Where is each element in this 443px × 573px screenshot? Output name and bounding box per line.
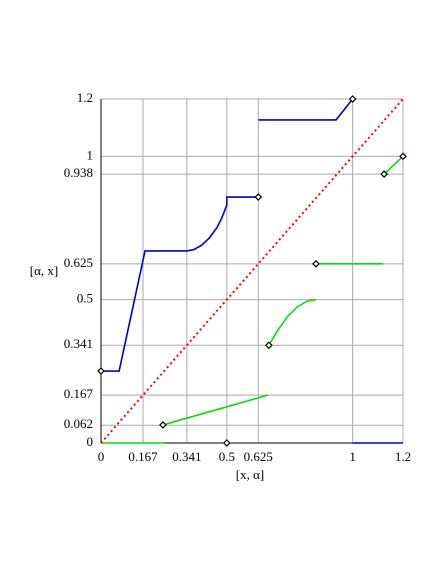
point-marker bbox=[254, 193, 263, 201]
x-tick-label: 0.167 bbox=[128, 449, 158, 464]
x-tick-label: 0.5 bbox=[219, 449, 235, 464]
y-tick-label: 0.625 bbox=[64, 255, 93, 270]
series-line bbox=[101, 98, 403, 444]
point-marker bbox=[380, 170, 388, 178]
point-marker bbox=[265, 341, 273, 350]
x-tick-label: 1.2 bbox=[395, 449, 411, 464]
point-marker bbox=[348, 95, 357, 103]
point-marker bbox=[222, 439, 231, 447]
point-marker bbox=[97, 367, 105, 375]
point-marker bbox=[399, 152, 407, 161]
x-axis-label: [x, α] bbox=[236, 467, 264, 482]
y-tick-label: 0.5 bbox=[77, 291, 93, 306]
y-axis-label: [α, x] bbox=[30, 263, 58, 278]
y-tick-label: 0.062 bbox=[64, 416, 93, 431]
series-line bbox=[101, 155, 404, 444]
point-marker bbox=[159, 421, 167, 429]
y-tick-label: 1.2 bbox=[77, 90, 93, 105]
x-tick-label: 0.341 bbox=[172, 449, 201, 464]
y-tick-label: 0.167 bbox=[64, 386, 94, 401]
x-tick-label: 0.625 bbox=[244, 449, 273, 464]
x-tick-label: 1 bbox=[349, 449, 356, 464]
y-tick-label: 0.341 bbox=[64, 336, 93, 351]
y-tick-label: 0 bbox=[87, 434, 94, 449]
x-tick-label: 0 bbox=[98, 449, 105, 464]
point-marker bbox=[312, 259, 320, 268]
series-line bbox=[100, 98, 404, 444]
y-tick-label: 0.938 bbox=[64, 165, 93, 180]
y-tick-label: 1 bbox=[87, 147, 94, 162]
